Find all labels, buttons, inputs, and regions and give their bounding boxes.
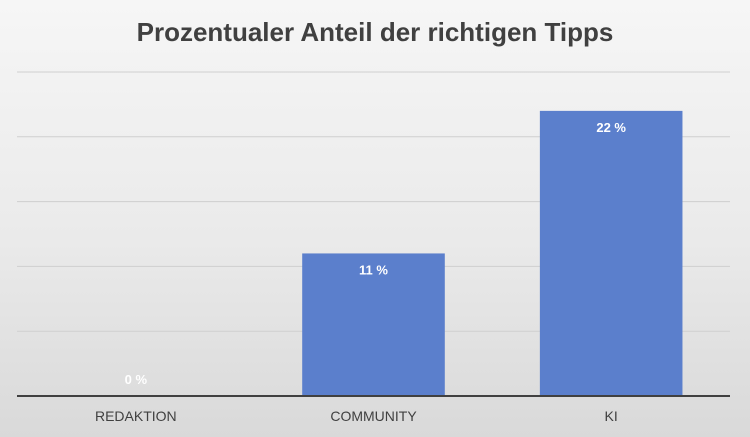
bar-ki [539, 110, 683, 396]
category-label-ki: KI [605, 408, 618, 424]
data-label-redaktion: 0 % [125, 372, 148, 387]
bars: 0 % 11 % 22 % [125, 110, 683, 396]
bar-community [302, 253, 445, 396]
category-labels: REDAKTION COMMUNITY KI [95, 408, 618, 424]
category-label-community: COMMUNITY [330, 408, 417, 424]
data-label-community: 11 % [359, 262, 388, 277]
data-label-ki: 22 % [596, 120, 626, 135]
chart-title: Prozentualer Anteil der richtigen Tipps [137, 17, 614, 47]
category-label-redaktion: REDAKTION [95, 408, 177, 424]
